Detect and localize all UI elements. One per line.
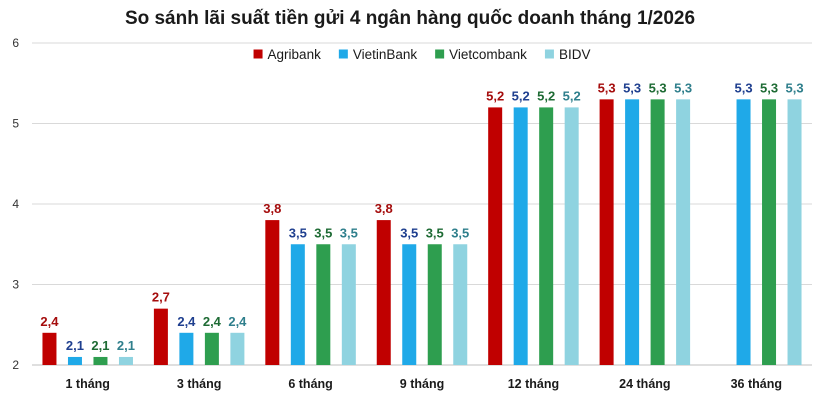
bar — [427, 244, 442, 365]
bar — [93, 356, 108, 365]
bar — [204, 332, 219, 365]
data-labels: 2,4 2,1 2,1 2,1 2,7 2,4 2,4 2,4 3,8 3,5 3,5 3,5 3,8 3… — [40, 80, 803, 353]
bar — [290, 244, 305, 365]
data-label: 5,2 — [486, 88, 504, 103]
bar — [513, 107, 528, 366]
bar — [402, 244, 417, 365]
data-label: 5,3 — [734, 80, 752, 95]
y-tick-label: 4 — [12, 197, 19, 211]
y-tick-label: 2 — [12, 358, 19, 372]
bars — [42, 99, 802, 366]
y-tick-label: 6 — [12, 36, 19, 50]
bar — [316, 244, 331, 365]
y-tick-label: 3 — [12, 278, 19, 292]
data-label: 3,8 — [375, 201, 393, 216]
data-label: 3,5 — [314, 225, 332, 240]
bar — [265, 220, 280, 365]
bar — [539, 107, 554, 366]
bar — [341, 244, 356, 365]
legend-item: Vietcombank — [435, 47, 527, 62]
bar — [650, 99, 665, 365]
x-category-label: 36 tháng — [731, 377, 782, 391]
legend-label: BIDV — [559, 47, 591, 62]
legend-item: Agribank — [253, 47, 322, 62]
legend-label: VietinBank — [353, 47, 418, 62]
y-tick-label: 5 — [12, 117, 19, 131]
legend-swatch — [544, 49, 554, 59]
x-category-label: 9 tháng — [400, 377, 444, 391]
data-label: 3,8 — [263, 201, 281, 216]
bar — [762, 99, 777, 365]
bar — [230, 332, 245, 365]
legend-label: Vietcombank — [449, 47, 527, 62]
legend-swatch — [338, 49, 348, 59]
bar — [736, 99, 751, 365]
bar — [179, 332, 194, 365]
legend-label: Agribank — [268, 47, 322, 62]
data-label: 5,3 — [623, 80, 641, 95]
gridlines — [32, 42, 812, 366]
bar — [599, 99, 614, 365]
legend-swatch — [435, 49, 445, 59]
x-category-label: 6 tháng — [288, 377, 332, 391]
data-label: 2,4 — [228, 314, 247, 329]
bar — [153, 308, 168, 365]
x-axis-categories: 1 tháng 3 tháng 6 tháng 9 tháng 12 tháng 24 t… — [65, 377, 782, 391]
data-label: 3,5 — [289, 225, 307, 240]
legend-item: VietinBank — [338, 47, 418, 62]
x-category-label: 24 tháng — [619, 377, 670, 391]
data-label: 5,3 — [598, 80, 616, 95]
data-label: 5,2 — [537, 88, 555, 103]
data-label: 2,4 — [177, 314, 196, 329]
data-label: 3,5 — [400, 225, 418, 240]
data-label: 2,1 — [66, 338, 84, 353]
data-label: 5,3 — [649, 80, 667, 95]
data-label: 3,5 — [340, 225, 358, 240]
legend-item: BIDV — [544, 47, 591, 62]
data-label: 5,2 — [512, 88, 530, 103]
legend-swatch — [253, 49, 263, 59]
data-label: 5,3 — [674, 80, 692, 95]
data-label: 2,4 — [40, 314, 59, 329]
data-label: 3,5 — [451, 225, 469, 240]
data-label: 5,3 — [760, 80, 778, 95]
bar — [118, 356, 133, 365]
y-axis-ticks: 2 3 4 5 6 — [12, 36, 19, 372]
chart-title: So sánh lãi suất tiền gửi 4 ngân hàng qu… — [125, 8, 695, 29]
x-category-label: 1 tháng — [65, 377, 109, 391]
bar — [67, 356, 82, 365]
bar — [676, 99, 691, 365]
data-label: 2,7 — [152, 290, 170, 305]
bar — [787, 99, 802, 365]
bar — [376, 220, 391, 365]
bar — [488, 107, 503, 366]
data-label: 2,1 — [117, 338, 135, 353]
data-label: 2,4 — [203, 314, 222, 329]
bar — [564, 107, 579, 366]
data-label: 3,5 — [426, 225, 444, 240]
x-category-label: 12 tháng — [508, 377, 559, 391]
legend: Agribank VietinBank Vietcombank BIDV — [253, 47, 591, 62]
bar — [42, 332, 57, 365]
data-label: 5,3 — [785, 80, 803, 95]
x-category-label: 3 tháng — [177, 377, 221, 391]
data-label: 2,1 — [91, 338, 109, 353]
bar — [453, 244, 468, 365]
data-label: 5,2 — [563, 88, 581, 103]
bar — [625, 99, 640, 365]
